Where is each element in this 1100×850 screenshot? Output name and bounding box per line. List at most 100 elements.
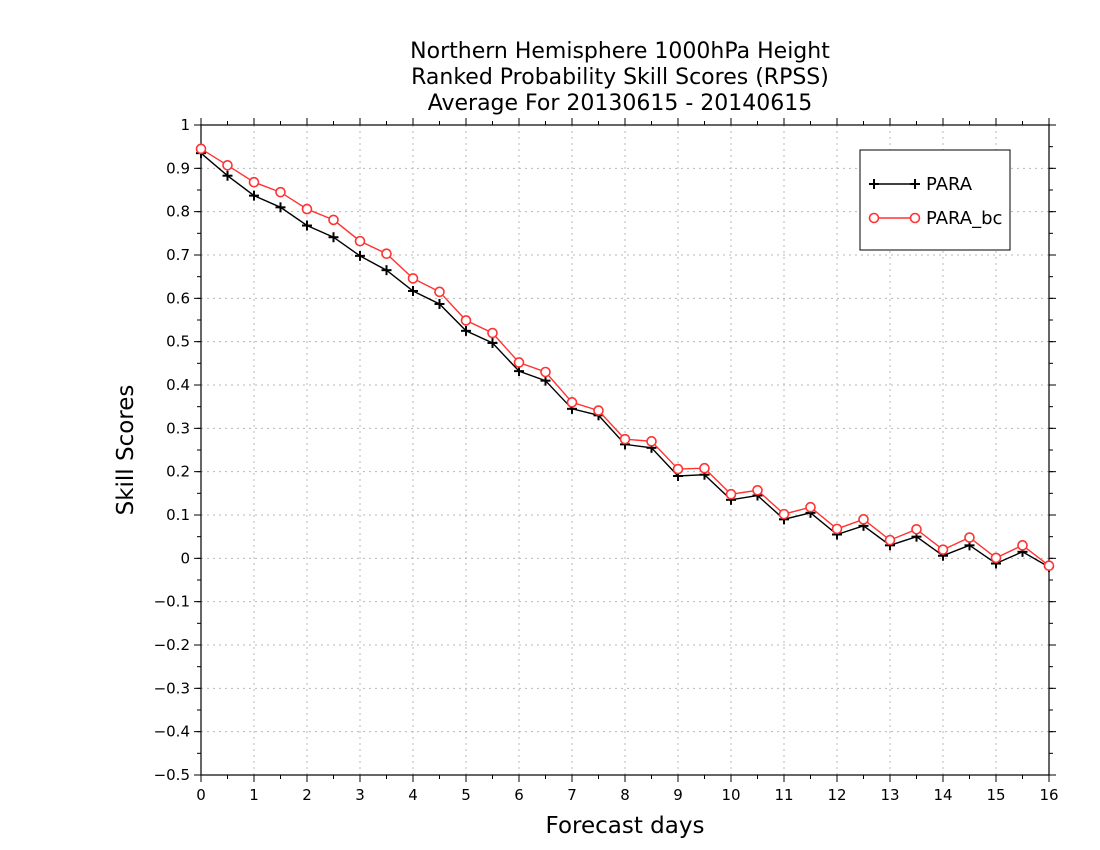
y-tick-label-12: −0.2 [154, 636, 190, 654]
data-point-1-23 [805, 501, 816, 513]
series-para-bc [195, 143, 1055, 572]
x-tick-label-7: 7 [567, 786, 577, 804]
data-point-1-19 [699, 462, 710, 474]
y-tick-label-0: 1 [180, 116, 190, 134]
y-tick-label-8: 0.2 [166, 463, 190, 481]
data-point-1-17 [646, 436, 657, 447]
y-tick-label-9: 0.1 [166, 506, 190, 524]
legend-marker-0-b [910, 179, 920, 189]
x-tick-label-1: 1 [249, 786, 259, 804]
data-point-1-5 [328, 214, 339, 226]
data-point-0-10 [461, 325, 471, 336]
x-axis-ticks: 0 1 2 3 4 5 6 7 8 9 10 11 12 13 14 15 16 [196, 118, 1059, 804]
data-point-1-25 [858, 514, 869, 525]
x-tick-label-9: 9 [673, 786, 683, 804]
y-tick-label-11: −0.1 [154, 593, 190, 611]
data-point-0-12 [514, 366, 524, 377]
legend-box [859, 149, 1011, 251]
y-tick-label-1: 0.9 [166, 159, 190, 177]
data-point-1-13 [540, 366, 551, 378]
data-point-0-3 [275, 202, 286, 213]
data-point-1-2 [248, 176, 260, 188]
legend-marker-1-a [868, 212, 880, 224]
y-tick-label-2: 0.8 [166, 203, 190, 221]
data-point-1-27 [911, 523, 922, 535]
x-tick-label-8: 8 [620, 786, 630, 804]
legend-marker-1-b [909, 212, 921, 224]
legend-entry-para-bc: PARA_bc [868, 208, 1002, 229]
data-point-1-1 [222, 160, 233, 171]
data-point-1-30 [990, 552, 1002, 564]
data-point-1-20 [725, 488, 737, 500]
data-point-0-6 [355, 250, 365, 261]
legend-marker-0-a [869, 179, 879, 189]
y-tick-label-10: 0 [180, 549, 190, 567]
x-tick-label-0: 0 [196, 786, 206, 804]
data-point-1-0 [195, 143, 207, 155]
data-point-0-5 [328, 232, 339, 243]
y-tick-label-7: 0.3 [166, 419, 190, 437]
data-point-1-15 [593, 405, 604, 416]
data-point-1-9 [434, 286, 445, 298]
chart-title: Northern Hemisphere 1000hPa Height Ranke… [410, 39, 830, 116]
y-tick-label-15: −0.5 [154, 766, 190, 784]
x-tick-label-15: 15 [986, 786, 1005, 804]
x-tick-label-4: 4 [408, 786, 418, 804]
data-point-1-7 [381, 248, 392, 259]
data-point-0-2 [249, 190, 259, 201]
data-point-1-24 [831, 523, 843, 535]
data-point-0-13 [540, 375, 551, 386]
y-tick-label-4: 0.6 [166, 289, 190, 307]
x-tick-label-3: 3 [355, 786, 365, 804]
data-point-1-4 [301, 203, 313, 215]
chart-title-line-3: Average For 20130615 - 20140615 [428, 91, 813, 116]
grid-lines [201, 125, 1049, 775]
legend: PARA PARA_bc [859, 149, 1011, 251]
y-tick-label-5: 0.5 [166, 333, 190, 351]
data-point-1-16 [619, 433, 631, 445]
data-point-1-14 [566, 397, 578, 408]
x-tick-label-16: 16 [1039, 786, 1058, 804]
data-point-1-28 [937, 544, 949, 555]
chart-title-line-1: Northern Hemisphere 1000hPa Height [410, 39, 830, 64]
data-point-0-7 [381, 265, 392, 276]
legend-entry-para: PARA [869, 174, 973, 195]
y-tick-label-3: 0.7 [166, 246, 190, 264]
chart-title-line-2: Ranked Probability Skill Scores (RPSS) [411, 65, 829, 90]
legend-label-1: PARA_bc [926, 208, 1002, 229]
x-axis-label: Forecast days [546, 813, 705, 839]
y-tick-label-13: −0.3 [154, 679, 190, 697]
data-point-1-3 [275, 186, 286, 198]
data-point-1-32 [1043, 560, 1055, 572]
y-axis-label: Skill Scores [113, 385, 139, 516]
data-point-1-26 [884, 534, 896, 546]
x-tick-label-14: 14 [933, 786, 952, 804]
data-point-0-4 [302, 220, 312, 231]
x-tick-label-5: 5 [461, 786, 471, 804]
y-axis-ticks: 1 0.9 0.8 0.7 0.6 0.5 0.4 0.3 0.2 0.1 0 −0.1 −0.2 −0.… [154, 116, 1056, 784]
x-tick-label-10: 10 [721, 786, 740, 804]
data-point-0-9 [434, 298, 445, 309]
x-tick-label-6: 6 [514, 786, 524, 804]
data-point-1-6 [354, 235, 366, 247]
data-point-0-11 [487, 337, 498, 348]
legend-label-0: PARA [926, 174, 973, 195]
data-point-1-21 [752, 484, 763, 496]
x-tick-label-2: 2 [302, 786, 312, 804]
data-point-1-11 [487, 327, 498, 339]
x-tick-label-11: 11 [774, 786, 793, 804]
y-tick-label-6: 0.4 [166, 376, 190, 394]
data-point-1-22 [778, 508, 790, 520]
data-point-1-29 [964, 532, 975, 543]
data-point-1-8 [407, 273, 419, 284]
y-tick-label-14: −0.4 [154, 723, 190, 741]
data-point-1-12 [513, 357, 525, 368]
x-tick-label-12: 12 [827, 786, 846, 804]
data-point-1-31 [1017, 540, 1028, 551]
data-point-1-10 [460, 315, 472, 326]
data-point-0-1 [222, 170, 233, 181]
data-series [195, 143, 1055, 572]
data-point-1-18 [672, 463, 684, 475]
data-point-0-8 [408, 285, 418, 296]
